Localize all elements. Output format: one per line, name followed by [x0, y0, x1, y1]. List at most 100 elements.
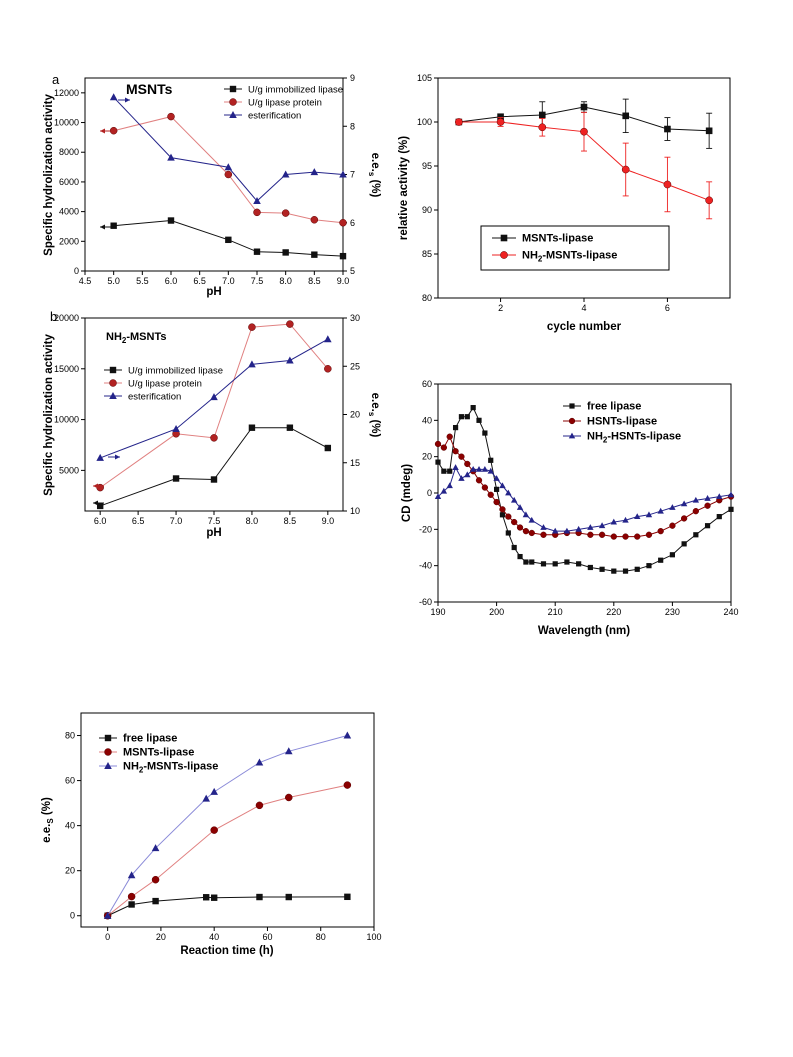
panel-a-x-tick-label: 8.5	[308, 276, 321, 286]
panel-a-y-tick-label: 12000	[54, 88, 79, 98]
panel-e-series-2-point	[285, 793, 293, 802]
panel-d-series-2-point	[458, 453, 465, 460]
panel-a-y-ticks: 0 2000 4000 6000 8000 10000 12000	[54, 88, 85, 276]
panel-a-series-3-point	[339, 170, 347, 178]
panel-d-series-2-point	[610, 533, 617, 540]
panel-c-series-1-point	[580, 103, 588, 111]
panel-a-series-3-point	[310, 168, 319, 176]
panel-d-y-tick-label: 40	[422, 415, 432, 425]
panel-d-series-2-point	[692, 508, 699, 515]
panel-b-y2-tick-label: 15	[350, 458, 360, 468]
panel-e-series-3-line	[107, 735, 348, 916]
panel-a-y2-tick-label: 6	[350, 218, 355, 228]
panel-e-series-2-line	[107, 784, 348, 917]
panel-e-series-1-point	[202, 894, 210, 901]
panel-a-x-tick-label: 6.0	[165, 276, 178, 286]
panel-c-y-tick-label: 105	[417, 73, 432, 83]
panel-a-y-tick-label: 4000	[59, 207, 79, 217]
panel-d-series-3-point	[469, 465, 477, 472]
panel-d-series-3-point	[634, 513, 641, 520]
panel-d-series-1-point	[693, 532, 699, 538]
panel-e-legend-label-1: free lipase	[123, 733, 177, 745]
panel-a-legend: U/g immobilized lipase U/g lipase protein…	[224, 85, 343, 122]
panel-d-series-3-point	[552, 527, 559, 534]
panel-b-x-tick-label: 6.5	[132, 516, 145, 526]
panel-d-legend-marker-2	[568, 417, 576, 425]
panel-e-x-ticks: 0 20 40 60 80 100	[105, 927, 382, 942]
panel-b-x-tick-label: 7.5	[208, 516, 221, 526]
panel-d-x-tick-label: 200	[489, 607, 504, 617]
panel-d-series-3-point	[692, 496, 700, 503]
panel-d-series-3-line	[437, 466, 732, 532]
panel-c-series-2-point	[705, 196, 713, 205]
panel-e-series-3-point	[127, 871, 136, 879]
panel-d-y-tick-label: 60	[422, 379, 432, 389]
panel-c-legend-marker-2	[500, 251, 508, 259]
panel-e-y-tick-label: 20	[65, 866, 75, 876]
panel-e-series-1-point	[344, 893, 351, 901]
panel-d-frame	[437, 383, 732, 603]
panel-d-series-1-point	[611, 568, 617, 574]
panel-e-legend-label-3: NH2-MSNTs-lipase	[123, 761, 218, 775]
panel-d-series-3-point	[493, 475, 500, 481]
panel-d-series-3-point	[475, 465, 483, 472]
panel-e-series-1-line	[107, 896, 348, 917]
panel-d-series-2-point	[657, 528, 664, 535]
panel-d-legend-label-3: NH2-HSNTs-lipase	[587, 431, 681, 445]
panel-d-series-2-line	[437, 435, 732, 538]
panel-d-series-2-point	[540, 531, 547, 538]
panel-a-legend-label-3: esterification	[248, 111, 301, 122]
panel-b-series-1-point	[324, 444, 332, 452]
panel-d-series-3-point	[510, 496, 518, 503]
panel-c-series-1-point	[538, 111, 546, 119]
panel-e-x-tick-label: 100	[366, 932, 381, 942]
panel-d-series-1-point	[634, 566, 640, 572]
panel-c-series-2-point	[496, 118, 505, 126]
panel-c-x-label: cycle number	[547, 321, 622, 333]
panel-d-series-3-point	[598, 522, 606, 529]
panel-e-plot	[103, 731, 352, 920]
panel-e-series-1-point	[256, 893, 263, 901]
panel-d-x-tick-label: 240	[723, 607, 738, 617]
panel-b-legend-marker-3	[109, 392, 117, 399]
panel-b-series-1-point	[96, 502, 104, 510]
panel-c-series-2-point	[580, 127, 588, 136]
panel-d-series-1-point	[622, 568, 629, 574]
panel-a-series-1-point	[311, 251, 318, 258]
panel-d-series-1-point	[511, 544, 517, 551]
panel-a-plot	[109, 93, 347, 260]
panel-e-y-tick-label: 80	[65, 731, 75, 741]
panel-d-x-tick-label: 230	[665, 607, 680, 617]
panel-d-series-2-point	[704, 502, 711, 509]
panel-b-y-ticks: 5000 10000 15000 20000	[54, 313, 85, 475]
panel-d-series-3-point	[452, 464, 459, 470]
panel-a-x-tick-label: 8.0	[279, 276, 292, 286]
panel-a: a MSNTs 4.5 5.0 5.5 6.0 6.5 7.0 7.5 8.0 8.5 9.0 0…	[43, 72, 381, 298]
panel-a-x-tick-label: 5.5	[136, 276, 149, 286]
panel-d-series-1-point	[458, 414, 465, 420]
panel-d-series-1-point	[658, 557, 664, 563]
panel-d-series-1-point	[523, 559, 529, 565]
panel-c-y-label: relative activity (%)	[398, 136, 410, 240]
panel-b-plot	[96, 320, 332, 510]
panel-c-series-2-point	[663, 180, 672, 189]
panel-d-series-3-point	[522, 511, 530, 518]
panel-e-series-1-point	[128, 901, 135, 908]
panel-b-x-ticks: 6.0 6.5 7.0 7.5 8.0 8.5 9.0	[94, 511, 334, 526]
panel-d-series-3-point	[657, 507, 664, 514]
panel-d-x-tick-label: 190	[430, 607, 445, 617]
panel-c-series-1-point	[705, 127, 713, 135]
panel-d-y-tick-label: 0	[427, 488, 432, 498]
panel-a-x-tick-label: 7.0	[222, 276, 235, 286]
panel-b-x-label: pH	[206, 527, 221, 539]
panel-d-series-3-point	[622, 516, 629, 523]
panel-d-series-2-point	[440, 444, 448, 451]
panel-e-series-2-point	[210, 826, 218, 834]
panel-a-y-tick-label: 8000	[59, 147, 79, 157]
panel-c-legend-box	[480, 225, 670, 271]
panel-b-y2-label: e.e.s (%)	[367, 393, 381, 438]
panel-a-legend-label-2: U/g lipase protein	[248, 98, 322, 109]
panel-c-series-2-point	[455, 118, 463, 126]
panel-b-series-1-line	[100, 427, 329, 507]
panel-d-x-label: Wavelength (nm)	[538, 625, 630, 637]
